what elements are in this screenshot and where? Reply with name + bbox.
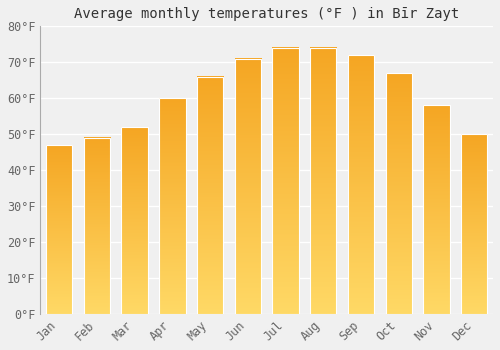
Bar: [84, 138, 110, 314]
Bar: [386, 73, 412, 314]
Bar: [197, 77, 224, 314]
Bar: [46, 145, 72, 314]
Bar: [348, 55, 374, 314]
Bar: [159, 98, 186, 314]
Bar: [461, 134, 487, 314]
Bar: [424, 105, 450, 314]
Bar: [272, 48, 299, 314]
Title: Average monthly temperatures (°F ) in Bīr Zayt: Average monthly temperatures (°F ) in Bī…: [74, 7, 460, 21]
Bar: [234, 59, 261, 314]
Bar: [122, 127, 148, 314]
Bar: [310, 48, 336, 314]
